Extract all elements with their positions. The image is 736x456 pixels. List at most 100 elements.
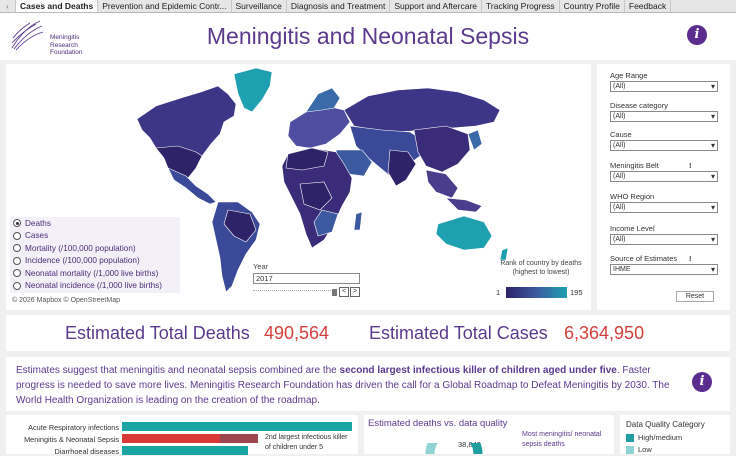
- filter-meningitis-belt: Meningitis Belt ! (All): [610, 161, 718, 182]
- radio-icon[interactable]: [13, 231, 21, 240]
- year-filter: Year 2017 < >: [253, 262, 363, 299]
- total-deaths-label: Estimated Total Deaths: [65, 323, 250, 343]
- radio-icon[interactable]: [13, 256, 21, 265]
- rank-gradient: [506, 287, 567, 298]
- bar-label-acute-respiratory: Acute Respiratory infections: [28, 423, 119, 432]
- key-message-text: Estimates suggest that meningitis and ne…: [16, 363, 688, 409]
- world-map[interactable]: [6, 64, 591, 310]
- tab-tracking[interactable]: Tracking Progress: [482, 0, 560, 12]
- filter-cause: Cause (All): [610, 130, 718, 151]
- radio-incidence[interactable]: Incidence (/100,000 population): [10, 255, 180, 268]
- year-slider[interactable]: < >: [253, 287, 363, 299]
- filter-disease-category: Disease category (All): [610, 101, 718, 122]
- filter-label: Age Range: [610, 71, 648, 80]
- year-input[interactable]: 2017: [253, 273, 360, 284]
- message-part-1: Estimates suggest that meningitis and ne…: [16, 365, 340, 376]
- total-cases-value: 6,364,950: [564, 323, 645, 343]
- filter-label: WHO Region: [610, 192, 655, 201]
- tab-cases-and-deaths[interactable]: Cases and Deaths: [16, 0, 99, 12]
- radio-deaths[interactable]: Deaths: [10, 217, 180, 230]
- tab-surveillance[interactable]: Surveillance: [232, 0, 287, 12]
- legend-label: Low: [638, 445, 652, 454]
- totals-band: Estimated Total Deaths 490,564 Estimated…: [6, 315, 730, 351]
- bar-meningitis-sepsis-b: [220, 434, 258, 443]
- rank-legend-title: Rank of country by deaths (highest to lo…: [500, 260, 582, 276]
- logo-text-line-3: Foundation: [50, 49, 83, 56]
- filter-label: Cause: [610, 130, 632, 139]
- rank-legend: 1 195: [496, 287, 586, 299]
- warning-icon[interactable]: !: [689, 161, 692, 170]
- filter-label: Disease category: [610, 101, 668, 110]
- message-part-2: . Faster progress is needed to save more…: [16, 365, 670, 407]
- filter-who-region: WHO Region (All): [610, 192, 718, 213]
- filter-label: Meningitis Belt: [610, 161, 659, 170]
- radio-icon[interactable]: [13, 281, 21, 290]
- radio-mortality[interactable]: Mortality (/100,000 population): [10, 242, 180, 255]
- logo-text-line-1: Meningitis: [50, 34, 80, 41]
- rank-legend-max: 195: [570, 288, 583, 297]
- data-quality-panel: Estimated deaths vs. data quality 38,849…: [364, 415, 614, 454]
- filter-label: Income Level: [610, 224, 655, 233]
- radio-selected-icon[interactable]: [13, 219, 21, 228]
- infectious-killers-panel: Acute Respiratory infections Meningitis …: [6, 415, 358, 456]
- data-quality-title: Estimated deaths vs. data quality: [368, 418, 508, 429]
- bar-label-diarrhoeal: Diarrhoeal diseases: [54, 447, 120, 456]
- year-prev-button[interactable]: <: [339, 287, 349, 297]
- filter-income-level: Income Level (All): [610, 224, 718, 245]
- disease-category-select[interactable]: (All): [610, 111, 718, 122]
- meningitis-belt-select[interactable]: (All): [610, 171, 718, 182]
- reset-button[interactable]: Reset: [676, 291, 714, 302]
- page-title: Meningitis and Neonatal Sepsis: [206, 23, 530, 49]
- tab-diagnosis[interactable]: Diagnosis and Treatment: [287, 0, 391, 12]
- bar-acute-respiratory: [122, 422, 352, 431]
- warning-icon[interactable]: !: [689, 254, 692, 263]
- filter-label: Source of Estimates: [610, 254, 678, 263]
- message-info-icon[interactable]: i: [692, 372, 712, 392]
- income-level-select[interactable]: (All): [610, 234, 718, 245]
- radio-label: Neonatal mortality (/1,000 live births): [25, 268, 159, 278]
- infectious-killers-note: 2nd largest infectious killer of childre…: [265, 434, 348, 451]
- radio-neonatal-mortality[interactable]: Neonatal mortality (/1,000 live births): [10, 267, 180, 280]
- total-deaths-value: 490,564: [264, 323, 330, 343]
- map-panel: Deaths Cases Mortality (/100,000 populat…: [6, 64, 591, 310]
- radio-icon[interactable]: [13, 269, 21, 278]
- data-quality-donut: [425, 443, 483, 454]
- year-next-button[interactable]: >: [350, 287, 360, 297]
- slider-track[interactable]: [253, 290, 333, 295]
- age-range-select[interactable]: (All): [610, 81, 718, 92]
- source-select[interactable]: IHME: [610, 264, 718, 275]
- tab-strip: ‹ Cases and Deaths Prevention and Epidem…: [0, 0, 736, 13]
- slider-thumb[interactable]: [332, 289, 337, 296]
- total-cases-label: Estimated Total Cases: [369, 323, 548, 343]
- map-attribution[interactable]: © 2026 Mapbox © OpenStreetMap: [12, 297, 120, 304]
- mrf-logo: Meningitis Research Foundation: [10, 18, 83, 58]
- legend-item-high-medium[interactable]: High/medium: [626, 433, 682, 442]
- radio-label: Neonatal incidence (/1,000 live births): [25, 281, 162, 291]
- legend-label: High/medium: [638, 433, 683, 442]
- tab-country-profile[interactable]: Country Profile: [560, 0, 625, 12]
- radio-icon[interactable]: [13, 244, 21, 253]
- rank-legend-min: 1: [496, 288, 501, 297]
- bar-meningitis-sepsis-a: [122, 434, 220, 443]
- radio-label: Deaths: [25, 218, 51, 228]
- radio-cases[interactable]: Cases: [10, 230, 180, 243]
- tab-scroll-left-icon[interactable]: ‹: [0, 0, 16, 12]
- tab-support[interactable]: Support and Aftercare: [390, 0, 483, 12]
- legend-swatch: [626, 433, 634, 442]
- measure-radio-group: Deaths Cases Mortality (/100,000 populat…: [10, 217, 180, 293]
- legend-item-low[interactable]: Low: [626, 445, 652, 454]
- legend-swatch: [626, 445, 634, 454]
- filter-age-range: Age Range (All): [610, 71, 718, 92]
- logo-mark-icon: [11, 20, 44, 51]
- radio-neonatal-incidence[interactable]: Neonatal incidence (/1,000 live births): [10, 280, 180, 293]
- cause-select[interactable]: (All): [610, 140, 718, 151]
- tab-feedback[interactable]: Feedback: [625, 0, 672, 12]
- dashboard-header: Meningitis Research Foundation Meningiti…: [0, 13, 736, 60]
- logo-text-line-2: Research: [50, 41, 78, 49]
- filter-source-of-estimates: Source of Estimates ! IHME: [610, 254, 718, 275]
- data-quality-note: Most meningitis/ neonatal sepsis deaths: [522, 431, 602, 448]
- info-icon[interactable]: i: [687, 25, 707, 45]
- who-region-select[interactable]: (All): [610, 202, 718, 213]
- data-quality-value: 38,849: [458, 440, 481, 449]
- tab-prevention[interactable]: Prevention and Epidemic Contr...: [98, 0, 232, 12]
